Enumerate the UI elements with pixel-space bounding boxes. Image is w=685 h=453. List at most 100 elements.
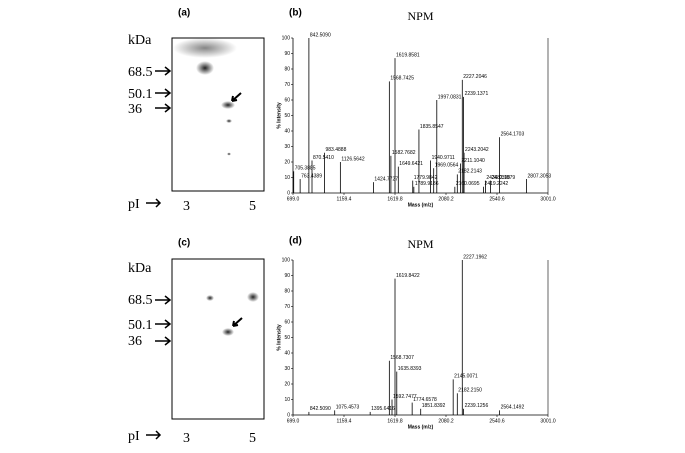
x-tick-label: 699.0 (287, 196, 300, 202)
peak-label: 2564.1703 (501, 132, 525, 138)
y-tick-label: 70 (284, 82, 290, 88)
peak-label: 1568.7307 (390, 355, 414, 361)
unit: kDa (128, 33, 152, 48)
y-tick-label: 80 (284, 66, 290, 72)
peak-label: 842.5090 (310, 32, 331, 38)
x-tick-label: 3001.0 (540, 418, 556, 424)
peak-label: 1789.9186 (415, 181, 439, 187)
y-tick-label: 60 (284, 319, 290, 325)
peak-label: 705.3885 (295, 166, 316, 172)
gel-frame (171, 258, 265, 420)
panel-label: (b) (289, 8, 302, 19)
x-tick-label: 699.0 (287, 418, 300, 424)
y-tick-label: 60 (284, 97, 290, 103)
y-tick-label: 40 (284, 128, 290, 134)
spot (222, 328, 234, 336)
peak-label: 1779.9842 (414, 175, 438, 181)
arrow (146, 430, 162, 440)
gel-frame (171, 37, 265, 192)
panel-label: (a) (178, 8, 190, 19)
arrows (155, 66, 172, 113)
y-tick-label: 0 (287, 412, 290, 418)
spot (221, 101, 235, 109)
peak-label: 2564.1492 (501, 405, 525, 411)
chart-title: NPM (407, 237, 433, 251)
y-tick-label: 20 (284, 381, 290, 387)
x-tick-label: 3001.0 (540, 196, 556, 202)
y-tick-label: 0 (287, 190, 290, 196)
peak-label: 1635.8393 (398, 366, 422, 372)
y-tick-label: 50 (284, 335, 290, 341)
peak-label: 1940.9711 (432, 155, 455, 161)
peak-label: 2182.2143 (458, 169, 482, 175)
x-tick-label: 1619.8 (387, 418, 403, 424)
chart-title: NPM (407, 9, 433, 23)
x-tick-label: 2080.2 (438, 418, 454, 424)
peak-label: 842.5090 (310, 406, 331, 412)
smear (173, 38, 237, 58)
peak-label: 1835.8547 (420, 124, 444, 130)
y-axis-label: % Intensity (276, 102, 282, 129)
y-tick-label: 70 (284, 304, 290, 310)
spot (247, 292, 259, 302)
x-tick-label: 1619.8 (387, 196, 403, 202)
peak-label: 1075.4573 (336, 405, 360, 411)
x-axis-label: Mass (m/z) (408, 424, 434, 430)
y-axis-label: % Intensity (276, 324, 282, 351)
peak-label: 1619.8581 (396, 52, 420, 58)
peak-label: 1568.7425 (390, 76, 414, 82)
peak-label: 870.5410 (313, 155, 334, 161)
peak-label: 1851.8392 (422, 403, 446, 409)
peak-label: 2239.1256 (465, 403, 489, 409)
marker: 68.5 (128, 65, 153, 80)
peak-label: 2436.0398 (486, 175, 510, 181)
gel-c: (c) kDa 68.5 50.1 36 pI 3 5 (128, 238, 265, 446)
peak-label: 2243.2042 (465, 147, 489, 153)
x-tick-label: 1159.4 (337, 418, 352, 424)
peak-label: 1582.7682 (392, 150, 416, 156)
peak-label: 2807.3053 (528, 173, 552, 179)
peak-label: 2145.0071 (454, 374, 478, 380)
peak-label: 983.4888 (326, 147, 347, 153)
gel-a: (a) kDa 68.5 50.1 36 pI 3 5 (128, 8, 265, 214)
peak-label: 2227.1962 (463, 254, 487, 260)
peak-label: 1619.8422 (396, 273, 420, 279)
x-tick-label: 1159.4 (337, 196, 352, 202)
axis-label: pI (128, 197, 140, 212)
pi-label: 5 (249, 431, 256, 446)
peak-label: 2239.1371 (465, 91, 489, 97)
x-tick-label: 2080.2 (438, 196, 454, 202)
peak-label: 1649.6421 (399, 161, 423, 167)
peak-label: 1592.7477 (393, 394, 417, 400)
panel-label: (c) (178, 238, 190, 249)
panel-label: (d) (289, 236, 302, 247)
y-tick-label: 30 (284, 366, 290, 372)
y-tick-label: 90 (284, 273, 290, 279)
peak-label: 1424.7727 (374, 176, 398, 182)
peak-label: 2419.2242 (485, 181, 509, 187)
arrow (231, 92, 242, 102)
y-tick-label: 10 (284, 397, 290, 403)
arrow (232, 317, 243, 327)
arrows (155, 295, 172, 346)
marker: 68.5 (128, 293, 153, 308)
x-tick-label: 2540.6 (489, 418, 505, 424)
marker: 36 (128, 334, 142, 349)
peak-label: 1395.6416 (371, 406, 395, 412)
peak-label: 2160.0695 (456, 181, 480, 187)
marker: 50.1 (128, 318, 153, 333)
y-tick-label: 10 (284, 175, 290, 181)
y-tick-label: 50 (284, 113, 290, 119)
peak-label: 2211.1040 (462, 158, 485, 164)
y-tick-label: 40 (284, 350, 290, 356)
peak-label: 2227.2046 (463, 74, 487, 80)
x-axis-label: Mass (m/z) (408, 202, 434, 208)
peak-label: 1774.6578 (413, 397, 437, 403)
arrow (146, 198, 162, 208)
peak-label: 2182.2150 (458, 388, 482, 394)
spot (196, 61, 214, 75)
y-tick-label: 100 (282, 35, 291, 41)
spot (226, 119, 232, 123)
spot (227, 152, 231, 156)
